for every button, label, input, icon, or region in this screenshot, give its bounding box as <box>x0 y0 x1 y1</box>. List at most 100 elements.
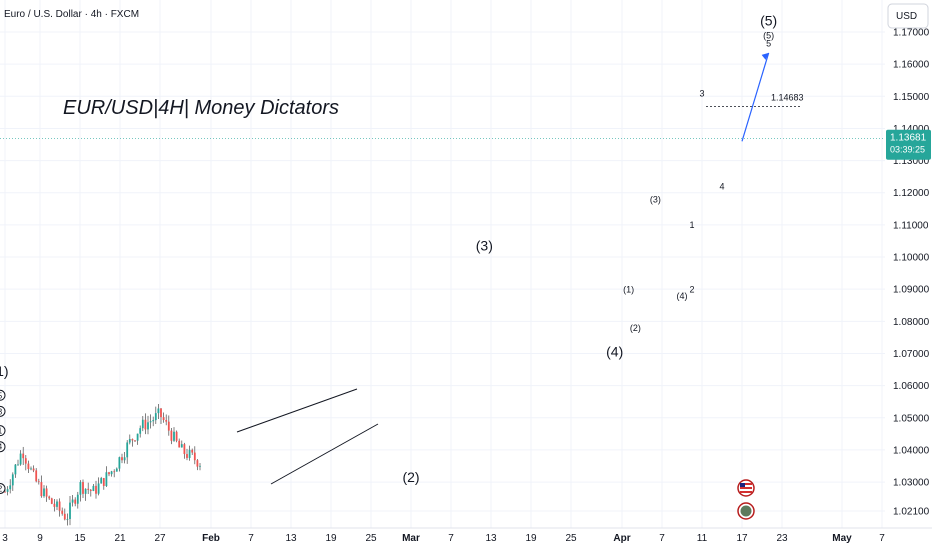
candle-body <box>17 464 19 466</box>
candle-body <box>6 489 9 492</box>
time-tick-label: 7 <box>879 533 885 544</box>
wave-label-circled: 1 <box>0 425 6 437</box>
economic-event-icon[interactable] <box>737 502 755 520</box>
candle-body <box>157 408 160 414</box>
time-tick-label: 27 <box>154 533 166 544</box>
candle-body <box>37 481 40 483</box>
candle-body <box>131 439 134 441</box>
candle-body <box>89 489 92 491</box>
time-tick-label: Feb <box>202 533 220 544</box>
price-tick-label: 1.08000 <box>893 317 930 328</box>
candle-body <box>105 472 108 486</box>
candle-body <box>100 478 103 484</box>
wave-label-text: (3) <box>650 194 661 204</box>
price-tick-label: 1.14000 <box>893 124 930 135</box>
candle-body <box>152 420 155 422</box>
wave-label-text: (5) <box>763 30 774 40</box>
candle-body <box>27 463 30 470</box>
projection-line <box>741 52 770 142</box>
candle-body <box>19 453 22 465</box>
wave-label-circled: 4 <box>0 441 6 453</box>
time-tick-label: 19 <box>325 533 337 544</box>
currency-button[interactable] <box>887 3 929 29</box>
currency-button-label: USD <box>896 11 917 22</box>
candle-body <box>43 488 45 497</box>
price-tick-label: 1.11000 <box>893 220 929 231</box>
plot-area[interactable] <box>0 0 885 528</box>
candle-body <box>24 458 27 464</box>
wave-label-text: (5) <box>760 13 777 29</box>
annotation-title: EUR/USD|4H| Money Dictators <box>63 97 339 119</box>
price-tick-label: 1.07000 <box>893 349 930 360</box>
time-tick-label: 25 <box>365 533 377 544</box>
candlestick-series <box>4 404 201 526</box>
wave-circle <box>0 482 6 494</box>
price-axis-ticks: 1.02100 1.03000 1.04000 1.05000 1.06000 1.070… <box>893 28 930 518</box>
candle-body <box>123 457 126 461</box>
candle-body <box>139 428 142 434</box>
us-flag-icon[interactable] <box>737 479 755 497</box>
candle-body <box>63 513 66 520</box>
candle-body <box>53 503 56 507</box>
candle-body <box>50 498 53 504</box>
candle-body <box>9 485 12 490</box>
price-tick-label: 1.17000 <box>893 28 930 39</box>
price-tick-label: 1.06000 <box>893 381 930 392</box>
candle-body <box>87 488 90 490</box>
price-axis[interactable] <box>885 0 932 550</box>
candle-body <box>74 499 77 504</box>
candle-body <box>113 471 116 473</box>
candle-body <box>126 442 129 458</box>
candle-body <box>58 501 61 511</box>
wave-label-text: (4) <box>677 291 688 301</box>
wave-label-text: 4 <box>0 443 3 452</box>
candle-body <box>121 457 123 461</box>
candle-body <box>82 482 84 494</box>
candle-body <box>84 488 87 494</box>
wave-circle <box>0 441 6 453</box>
time-tick-label: 25 <box>565 533 577 544</box>
time-tick-label: 11 <box>697 533 708 544</box>
wave-circle <box>0 405 6 417</box>
candle-body <box>102 478 105 486</box>
candle-body <box>147 422 149 430</box>
price-tick-label: 1.12000 <box>893 188 930 199</box>
time-tick-label: 19 <box>525 533 537 544</box>
time-axis[interactable] <box>0 528 885 550</box>
time-tick-label: 3 <box>2 533 8 544</box>
price-tick-label: 1.10000 <box>893 253 930 264</box>
candle-body <box>134 440 136 442</box>
candle-body <box>175 431 178 441</box>
projection-arrowhead <box>761 52 769 60</box>
target-line-label: 1.14683 <box>771 92 804 102</box>
wave-label-circled: 2 <box>0 482 6 494</box>
time-axis-ticks: 3 9 15 21 27 Feb 7 13 19 25 Mar 7 13 19 25 Apr 7 11 17 23 Ma… <box>2 533 885 544</box>
candle-body <box>191 449 194 453</box>
time-tick-label: May <box>832 533 852 544</box>
candle-body <box>76 494 79 504</box>
wave-label-text: (1) <box>623 284 634 294</box>
candle-body <box>160 408 162 418</box>
candle-body <box>136 433 139 441</box>
candle-body <box>56 501 58 507</box>
bar-countdown: 03:39:25 <box>890 145 925 155</box>
wave-label-text: 5 <box>0 391 3 400</box>
candle-body <box>22 453 25 459</box>
wave-circle <box>0 425 6 437</box>
price-tick-label: 1.05000 <box>893 413 930 424</box>
time-tick-label: 7 <box>248 533 254 544</box>
time-tick-label: Apr <box>613 533 630 544</box>
candle-body <box>71 499 74 503</box>
wave-label-circled: 5 <box>0 389 6 401</box>
candle-body <box>180 444 183 448</box>
wedge-upper-line <box>236 388 358 433</box>
candle-body <box>79 482 82 495</box>
candle-body <box>173 431 175 441</box>
wave-label-text: 1 <box>0 427 3 436</box>
wave-label-text: (2) <box>402 469 419 485</box>
candle-body <box>92 485 95 491</box>
candle-body <box>110 471 113 475</box>
candle-body <box>61 510 64 514</box>
